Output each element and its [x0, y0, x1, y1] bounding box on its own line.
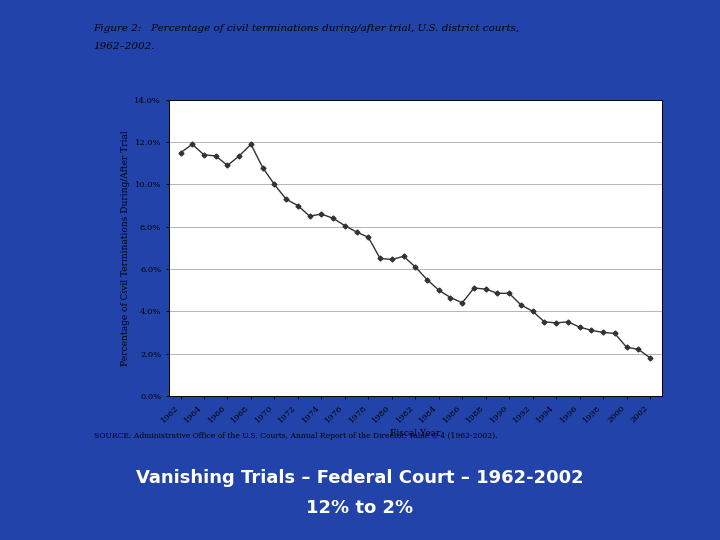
- Y-axis label: Percentage of Civil Terminations During/After Trial: Percentage of Civil Terminations During/…: [121, 130, 130, 366]
- Text: SOURCE: Administrative Office of the U.S. Courts, Annual Report of the Director,: SOURCE: Administrative Office of the U.S…: [94, 433, 497, 440]
- Text: Figure 2:   Percentage of civil terminations during/after trial, U.S. district c: Figure 2: Percentage of civil terminatio…: [94, 24, 520, 33]
- X-axis label: Fiscal Year: Fiscal Year: [390, 429, 441, 437]
- Text: 1962–2002.: 1962–2002.: [94, 42, 155, 51]
- Text: 12% to 2%: 12% to 2%: [307, 498, 413, 517]
- Text: Vanishing Trials – Federal Court – 1962-2002: Vanishing Trials – Federal Court – 1962-…: [136, 469, 584, 487]
